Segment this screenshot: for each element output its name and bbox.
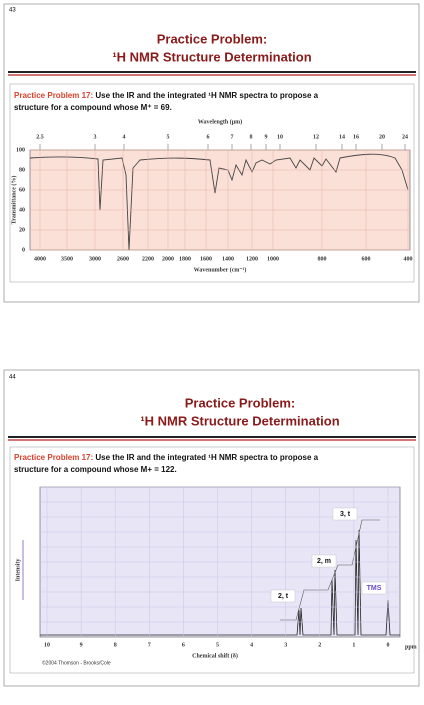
x-tick-label: 2: [318, 642, 321, 648]
x-tick-label: 4: [250, 642, 253, 648]
top-tick-label: 7: [231, 134, 234, 140]
top-tick-label: 2.5: [36, 134, 44, 140]
x-tick-label: 1600: [200, 256, 212, 262]
copyright: ©2004 Thomson - Brooks/Cole: [42, 659, 111, 666]
peak-label: 3, t: [340, 511, 351, 518]
problem-text: Use the IR and the integrated ¹H NMR spe…: [93, 453, 318, 462]
y-tick-label: 60: [19, 187, 25, 193]
y-tick-label: 80: [19, 167, 25, 173]
slide-title: ¹H NMR Structure Determination: [112, 49, 311, 64]
label-box: [361, 581, 387, 595]
top-tick-label: 3: [94, 134, 97, 140]
label-box: [332, 507, 358, 521]
spectrum-curve: [40, 529, 400, 636]
axis-label: Wavelength (μm): [198, 118, 242, 125]
slide-title: Practice Problem:: [185, 395, 296, 410]
problem-text: Practice Problem 17: Use the IR and the …: [14, 453, 319, 462]
page-number: 44: [9, 375, 16, 381]
slide-title: Practice Problem:: [157, 31, 268, 46]
problem-text: Practice Problem 17: Use the IR and the …: [14, 91, 319, 100]
x-tick-label: 1200: [246, 256, 258, 262]
ir-spectrum: [29, 149, 411, 251]
slide-title: ¹H NMR Structure Determination: [140, 413, 339, 428]
axis-label: Transmittance (%): [10, 176, 17, 225]
content-frame: [9, 83, 415, 283]
top-tick-label: 9: [265, 134, 268, 140]
axis-label: Intensity: [15, 559, 21, 582]
x-tick-label: 1: [352, 642, 355, 648]
x-tick-label: 6: [182, 642, 185, 648]
axis-label: Wavenumber (cm⁻¹): [194, 266, 247, 273]
top-tick-label: 14: [339, 134, 345, 140]
x-tick-label: 5: [216, 642, 219, 648]
axis-unit: ppm: [405, 644, 417, 650]
top-tick-label: 10: [277, 134, 283, 140]
y-tick-label: 0: [22, 247, 25, 253]
y-tick-label: 40: [19, 207, 25, 213]
x-tick-label: 400: [404, 256, 413, 262]
plot-area: [29, 149, 411, 251]
axis-label: Chemical shift (δ): [192, 652, 238, 659]
x-tick-label: 1400: [222, 256, 234, 262]
problem-text: structure for a compound whose M+ = 122.: [14, 465, 177, 474]
x-tick-label: 7: [148, 642, 151, 648]
x-tick-label: 2000: [162, 256, 174, 262]
top-tick-label: 5: [167, 134, 170, 140]
x-tick-label: 3500: [61, 256, 73, 262]
problem-text: structure for a compound whose M⁺ = 69.: [14, 103, 172, 112]
x-tick-label: 2200: [142, 256, 154, 262]
top-tick-label: 12: [313, 134, 319, 140]
top-tick-label: 24: [402, 134, 408, 140]
problem-label: Practice Problem 17:: [14, 453, 93, 462]
y-tick-label: 100: [16, 147, 25, 153]
peak-label: 2, t: [278, 593, 289, 600]
x-tick-label: 9: [80, 642, 83, 648]
x-tick-label: 1000: [267, 256, 279, 262]
top-tick-label: 6: [207, 134, 210, 140]
label-box: [311, 554, 337, 568]
problem-text: Use the IR and the integrated ¹H NMR spe…: [93, 91, 318, 100]
x-tick-label: 10: [44, 642, 50, 648]
x-tick-label: 2600: [117, 256, 129, 262]
x-tick-label: 8: [114, 642, 117, 648]
integration-curve: [280, 519, 380, 621]
x-tick-label: 1800: [179, 256, 191, 262]
label-box: [270, 589, 296, 603]
page-number: 43: [9, 8, 16, 14]
x-tick-label: 4000: [34, 256, 46, 262]
top-tick-label: 20: [379, 134, 385, 140]
y-tick-label: 20: [19, 227, 25, 233]
problem-label: Practice Problem 17:: [14, 91, 93, 100]
content-frame: [9, 446, 415, 674]
top-tick-label: 16: [353, 134, 359, 140]
top-tick-label: 4: [123, 134, 126, 140]
peak-label: TMS: [367, 585, 382, 592]
top-tick-label: 8: [250, 134, 253, 140]
x-tick-label: 600: [362, 256, 371, 262]
x-tick-label: 800: [318, 256, 327, 262]
peak-label: 2, m: [317, 558, 331, 565]
x-tick-label: 0: [387, 642, 390, 648]
x-tick-label: 3: [284, 642, 287, 648]
x-tick-label: 3000: [89, 256, 101, 262]
spectrum-curve: [29, 153, 409, 251]
